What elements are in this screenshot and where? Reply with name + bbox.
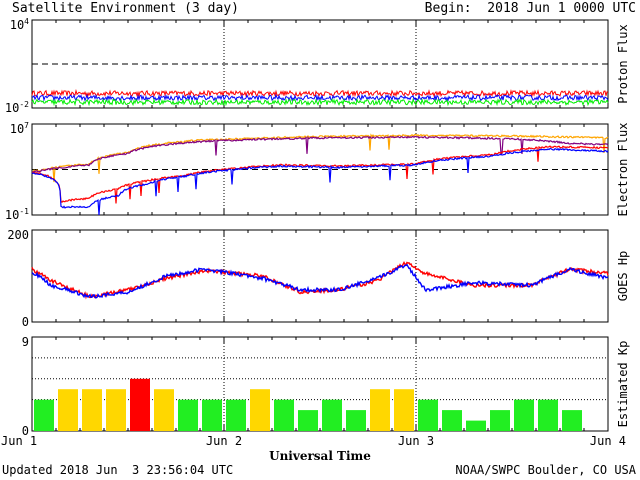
y-tick-top: 200 (7, 228, 29, 242)
kp-bar (442, 410, 462, 431)
x-tick-label: Jun 3 (398, 434, 434, 448)
x-tick-label: Jun 2 (206, 434, 242, 448)
y-axis-label: Electron Flux (616, 123, 630, 217)
updated-timestamp: Updated 2018 Jun 3 23:56:04 UTC (2, 463, 234, 477)
kp-bar (490, 410, 510, 431)
kp-bar (58, 389, 78, 431)
proton-series-blue (32, 93, 609, 102)
kp-bar (322, 399, 342, 431)
begin-time: Begin: 2018 Jun 1 0000 UTC (424, 1, 636, 16)
y-tick-top: 107 (10, 121, 29, 136)
proton-series-red (31, 88, 609, 98)
x-tick-label: Jun 1 (1, 434, 37, 448)
x-axis-label: Universal Time (269, 449, 371, 463)
kp-bar (346, 410, 366, 431)
kp-bar (178, 399, 198, 431)
kp-bar (394, 389, 414, 431)
y-tick-bottom: 0 (22, 424, 29, 438)
panel-frame-3 (31, 229, 609, 323)
kp-bar (154, 389, 174, 431)
goes-hp-series-blue (31, 263, 609, 299)
kp-bar (274, 399, 294, 431)
kp-bar (106, 389, 126, 431)
y-tick-bottom: 10-2 (5, 100, 29, 115)
y-axis-label: Estimated Kp (616, 341, 630, 428)
electron-series-blue (31, 147, 609, 216)
y-tick-top: 104 (10, 17, 29, 32)
kp-bar (130, 378, 150, 431)
page-title: Satellite Environment (3 day) (12, 1, 239, 16)
kp-bar (34, 399, 54, 431)
electron-series-purple (31, 135, 609, 173)
y-tick-top: 9 (22, 335, 29, 349)
y-tick-bottom: 0 (22, 315, 29, 329)
kp-bar (466, 420, 486, 431)
kp-bar (418, 399, 438, 431)
kp-bar (538, 399, 558, 431)
panel-frame-1 (31, 19, 609, 109)
kp-bar (226, 399, 246, 431)
y-tick-bottom: 10-1 (5, 207, 29, 222)
kp-bar (370, 389, 390, 431)
kp-bar (562, 410, 582, 431)
kp-bar (298, 410, 318, 431)
kp-bar (202, 399, 222, 431)
kp-bar (82, 389, 102, 431)
x-tick-label: Jun 4 (590, 434, 626, 448)
source-credit: NOAA/SWPC Boulder, CO USA (455, 463, 636, 477)
panel-frame-2 (31, 123, 609, 216)
y-axis-label: GOES Hp (616, 251, 630, 302)
y-axis-label: Proton Flux (616, 24, 630, 103)
kp-bar (514, 399, 534, 431)
electron-series-red (31, 145, 609, 204)
proton-series-green (31, 97, 609, 107)
kp-bar (250, 389, 270, 431)
